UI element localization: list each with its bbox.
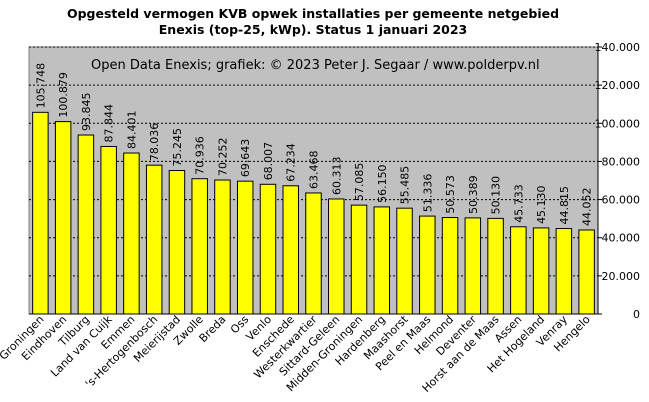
y-tick-label: 40.000 — [602, 232, 641, 245]
value-label: 75.245 — [171, 128, 184, 167]
bar — [32, 111, 49, 315]
bar — [464, 217, 482, 315]
value-label: 105.748 — [34, 63, 47, 109]
value-label: 56.150 — [376, 164, 389, 203]
value-label: 93.845 — [80, 93, 93, 131]
bar — [259, 183, 277, 315]
value-label: 69.643 — [239, 139, 252, 178]
y-tick-label: 100.000 — [595, 117, 641, 130]
y-tick-label: 140.000 — [595, 41, 641, 54]
value-label: 45.130 — [535, 185, 548, 224]
bar — [305, 192, 322, 315]
value-label: 44.052 — [581, 187, 594, 226]
value-label: 87.844 — [103, 104, 116, 143]
value-label: 84.401 — [125, 111, 138, 150]
y-tick-label: 0 — [633, 308, 640, 321]
value-label: 50.389 — [467, 175, 480, 214]
y-tick-label: 20.000 — [602, 270, 641, 283]
value-labels: 105.748 100.879 93.845 87.844 84.401 78.036 75… — [34, 63, 593, 226]
source-annotation: Open Data Enexis; grafiek: © 2023 Peter … — [91, 58, 540, 73]
bar — [168, 169, 186, 315]
value-label: 60.313 — [330, 156, 343, 195]
value-label: 78.036 — [148, 123, 161, 162]
bar — [191, 178, 208, 315]
bar — [145, 164, 163, 315]
bar — [419, 215, 436, 315]
bar — [100, 145, 117, 315]
bar — [282, 185, 299, 315]
value-label: 67.234 — [285, 143, 298, 182]
chart-title-line2: Enexis (top-25, kWp). Status 1 januari 2… — [159, 22, 468, 37]
value-label: 44.815 — [558, 186, 571, 225]
bar — [123, 152, 140, 315]
bar — [236, 180, 254, 315]
value-label: 50.573 — [444, 175, 457, 214]
value-label: 45.733 — [512, 184, 525, 223]
bar — [441, 217, 459, 315]
y-axis: 0 20.000 40.000 60.000 80.000 100.000 120.000 1… — [595, 41, 641, 321]
value-label: 70.252 — [216, 138, 229, 177]
value-label: 55.485 — [399, 166, 412, 205]
bar — [350, 204, 368, 315]
bar — [487, 217, 504, 315]
value-label: 51.336 — [421, 174, 434, 213]
value-label: 50.130 — [490, 176, 503, 214]
value-label: 70.936 — [194, 136, 207, 175]
bar — [396, 207, 413, 315]
value-label: 57.085 — [353, 163, 366, 202]
y-tick-label: 120.000 — [595, 79, 641, 92]
value-label: 68.007 — [262, 142, 275, 181]
bar — [77, 134, 95, 315]
bar — [510, 226, 527, 315]
bar — [532, 227, 550, 315]
y-tick-label: 60.000 — [602, 194, 641, 207]
bar — [214, 179, 231, 315]
value-label: 100.879 — [57, 72, 70, 118]
bar — [555, 228, 573, 315]
bar — [328, 198, 345, 315]
value-label: 63.468 — [308, 150, 321, 189]
bar — [373, 206, 391, 315]
y-tick-label: 80.000 — [602, 155, 641, 168]
bar — [54, 121, 72, 315]
bar — [578, 229, 595, 315]
bars — [32, 111, 595, 315]
chart-title-line1: Opgesteld vermogen KVB opwek installatie… — [67, 6, 559, 21]
